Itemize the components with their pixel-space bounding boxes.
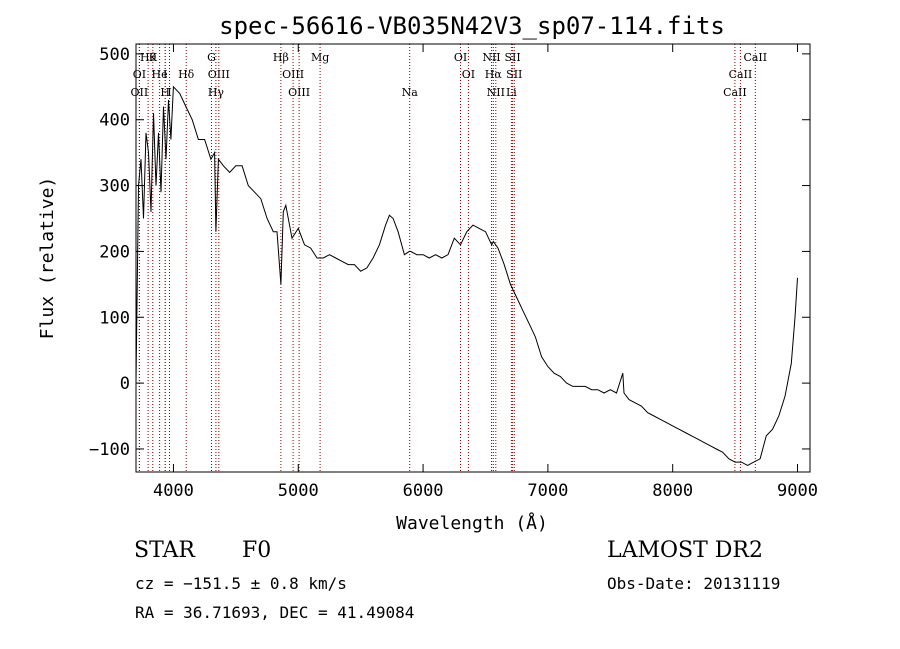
marker-label: Mg: [311, 51, 329, 64]
survey-name: LAMOST DR2: [607, 538, 763, 563]
coordinates: RA = 36.71693, DEC = 41.49084: [135, 603, 415, 622]
marker-label: OIII: [288, 86, 310, 99]
marker-label: OIII: [282, 68, 304, 81]
marker-label: I: [167, 86, 171, 99]
y-tick-label: 500: [99, 45, 130, 65]
marker-label: Na: [402, 86, 419, 99]
marker-label: SII: [506, 68, 522, 81]
marker-label: NII: [487, 86, 505, 99]
marker-label: H: [160, 86, 170, 99]
marker-label: CaII: [723, 86, 747, 99]
marker-label: CaII: [729, 68, 753, 81]
marker-label: OII: [131, 86, 149, 99]
observation-date: Obs-Date: 20131119: [607, 574, 781, 593]
y-tick-label: 200: [99, 242, 130, 262]
spectrum-line: [135, 85, 798, 466]
x-tick-label: 5000: [278, 481, 319, 501]
redshift-cz: cz = −151.5 ± 0.8 km/s: [135, 574, 347, 593]
marker-label: OI: [133, 68, 146, 81]
marker-label: NII: [482, 51, 500, 64]
marker-label: OIII: [208, 68, 230, 81]
object-class: STAR: [134, 538, 195, 563]
y-axis-ticks: −100 0 100 200 300 400 500: [89, 45, 810, 460]
x-axis-label: Wavelength (Å): [396, 512, 548, 534]
marker-label: Hα: [485, 68, 503, 81]
marker-label: SII: [504, 51, 520, 64]
marker-label: OI: [462, 68, 475, 81]
y-tick-label: 0: [120, 374, 130, 394]
x-tick-label: 7000: [527, 481, 568, 501]
chart-title: spec-56616-VB035N42V3_sp07-114.fits: [219, 12, 725, 40]
x-tick-label: 9000: [777, 481, 818, 501]
y-tick-label: −100: [89, 440, 130, 460]
x-axis-ticks: 4000 5000 6000 7000 8000 9000: [153, 44, 818, 501]
marker-label: OI: [454, 51, 467, 64]
marker-label: G: [207, 51, 216, 64]
marker-label: Li: [506, 86, 517, 99]
marker-label: Hγ: [208, 86, 225, 99]
y-tick-label: 300: [99, 177, 130, 197]
marker-label: Hθ: [140, 51, 157, 64]
x-tick-label: 4000: [153, 481, 194, 501]
marker-label: Hδ: [178, 68, 195, 81]
line-markers: [138, 44, 756, 472]
y-axis-label: Flux (relative): [37, 177, 58, 340]
marker-label: I: [163, 68, 167, 81]
marker-label: K: [149, 51, 158, 64]
x-tick-label: 6000: [403, 481, 444, 501]
x-tick-label: 8000: [652, 481, 693, 501]
plot-frame: [135, 43, 811, 473]
y-tick-label: 100: [99, 308, 130, 328]
marker-label: CaII: [743, 51, 767, 64]
object-subclass: F0: [242, 538, 272, 563]
marker-label: Hβ: [273, 51, 289, 64]
y-tick-label: 400: [99, 111, 130, 131]
marker-label: He: [152, 68, 168, 81]
